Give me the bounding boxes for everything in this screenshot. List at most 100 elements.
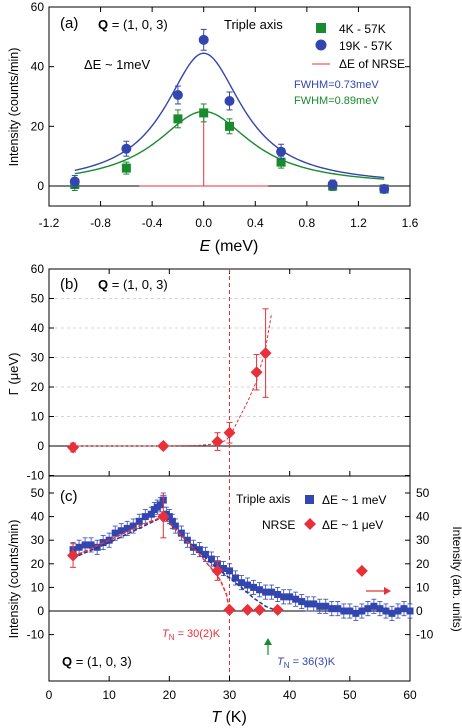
data-point-triple-axis xyxy=(406,607,414,615)
y-tick-label: 30 xyxy=(31,351,45,365)
legend-label-4k: 4K - 57K xyxy=(339,22,386,36)
data-point-triple-axis xyxy=(219,565,227,573)
panel-a-xlabel: E (meV) xyxy=(200,238,259,255)
data-point-triple-axis xyxy=(135,517,143,525)
data-point-triple-axis xyxy=(123,524,131,532)
panel-c: (c) Q = (1, 0, 3) Triple axis ΔE ~ 1 meV… xyxy=(7,475,462,726)
data-point-triple-axis xyxy=(346,607,354,615)
legend-square-marker xyxy=(316,23,326,33)
panel-c-ylabel-right: Intensity (arb. units) xyxy=(450,526,462,631)
x-tick-label: 0.4 xyxy=(247,216,264,230)
data-point-nrse xyxy=(67,549,80,562)
data-point-triple-axis xyxy=(376,605,384,613)
data-point-triple-axis xyxy=(81,541,89,549)
fit-curve-triple-axis xyxy=(72,515,278,612)
data-point-triple-axis xyxy=(304,600,312,608)
right-axis-arrow xyxy=(366,587,391,595)
fit-curve-nrse xyxy=(72,515,231,612)
y-tick-label: -10 xyxy=(27,628,45,642)
data-point-triple-axis xyxy=(316,602,324,610)
tn-blue-label: TN = 36(3)K xyxy=(277,656,336,670)
data-point-nrse xyxy=(223,603,236,616)
data-point-triple-axis xyxy=(400,605,408,613)
y-tick-label-right: -10 xyxy=(416,628,434,642)
panel-a-frame xyxy=(48,6,411,207)
panel-a-label: (a) xyxy=(60,15,78,32)
y-tick-label-right: 0 xyxy=(416,604,423,618)
panel-c-xlabel: T (K) xyxy=(211,709,247,726)
y-tick-label: 40 xyxy=(31,321,45,335)
y-tick-label: 0 xyxy=(37,179,44,193)
data-point-nrse xyxy=(271,603,284,616)
y-tick-label: 0 xyxy=(37,439,44,453)
fwhm-blue-label: FWHM=0.73meV xyxy=(294,79,379,91)
data-point-4k xyxy=(199,108,209,118)
legend-blue-square xyxy=(305,495,314,504)
data-point-triple-axis xyxy=(111,529,119,537)
y-tick-label-right: 40 xyxy=(416,510,430,524)
y-tick-label: 60 xyxy=(31,262,45,276)
data-point-triple-axis xyxy=(334,605,342,613)
y-tick-label: -10 xyxy=(27,469,45,483)
data-point-gamma xyxy=(223,426,236,439)
data-point-gamma xyxy=(157,440,170,452)
data-point-triple-axis xyxy=(244,581,252,589)
data-point-gamma xyxy=(259,347,272,360)
x-tick-label: 0.0 xyxy=(195,216,212,230)
panel-c-label: (c) xyxy=(60,488,78,505)
y-tick-label-right: 20 xyxy=(416,557,430,571)
data-point-triple-axis xyxy=(292,595,300,603)
y-tick-label: 0 xyxy=(37,604,44,618)
data-point-triple-axis xyxy=(195,546,203,554)
data-point-gamma xyxy=(250,366,263,379)
data-point-triple-axis xyxy=(274,590,282,598)
data-point-triple-axis xyxy=(250,583,258,591)
data-point-19k xyxy=(172,90,183,101)
data-point-19k xyxy=(198,34,209,45)
x-tick-label: 1.2 xyxy=(350,216,367,230)
data-point-triple-axis xyxy=(156,501,164,509)
data-point-triple-axis xyxy=(262,588,270,596)
panel-a-instrument: Triple axis xyxy=(224,17,283,32)
legend-nrse-de: ΔE ~ 1 μeV xyxy=(322,518,383,532)
data-point-triple-axis xyxy=(364,605,372,613)
data-point-19k xyxy=(121,143,132,154)
x-tick-label: 0.8 xyxy=(299,216,316,230)
tn-blue-arrow xyxy=(264,638,272,655)
data-point-triple-axis xyxy=(370,602,378,610)
legend-red-diamond xyxy=(304,518,316,530)
panel-c-q-label: Q = (1, 0, 3) xyxy=(62,654,132,669)
data-point-nrse xyxy=(253,603,266,616)
panel-b-label: (b) xyxy=(60,276,78,293)
data-point-triple-axis xyxy=(232,574,240,582)
data-point-triple-axis xyxy=(310,600,318,608)
data-point-triple-axis xyxy=(388,609,396,617)
nrse-resolution-line xyxy=(139,111,269,187)
data-point-triple-axis xyxy=(394,607,402,615)
data-point-4k xyxy=(276,157,286,167)
fit-curve-gamma xyxy=(73,313,273,447)
data-point-triple-axis xyxy=(171,522,179,530)
x-tick-label: 20 xyxy=(163,688,177,702)
data-point-triple-axis xyxy=(207,555,215,563)
data-point-triple-axis xyxy=(322,602,330,610)
data-point-4k xyxy=(225,121,234,131)
data-point-triple-axis xyxy=(238,579,246,587)
panel-a-legend: 4K - 57K 19K - 57K ΔE of NRSE xyxy=(312,22,405,71)
data-point-triple-axis xyxy=(141,513,149,521)
data-point-19k xyxy=(276,146,287,157)
y-tick-label-right: 30 xyxy=(416,533,430,547)
y-tick-label: 50 xyxy=(31,486,45,500)
y-tick-label: 50 xyxy=(31,292,45,306)
data-point-nrse xyxy=(211,564,224,577)
data-point-nrse xyxy=(241,603,254,616)
data-point-4k xyxy=(121,163,131,173)
panel-c-axes: -10 -10 0 0 10 10 20 20 30 30 40 40 50 50 0 10 20 30 40 50 6… xyxy=(27,486,434,702)
data-point-triple-axis xyxy=(226,567,233,575)
data-point-triple-axis xyxy=(177,529,185,537)
y-tick-label-right: 10 xyxy=(416,580,430,594)
data-point-triple-axis xyxy=(280,593,288,601)
panel-c-plot xyxy=(67,492,414,621)
panel-c-ylabel: Intensity (counts/min) xyxy=(7,520,21,639)
